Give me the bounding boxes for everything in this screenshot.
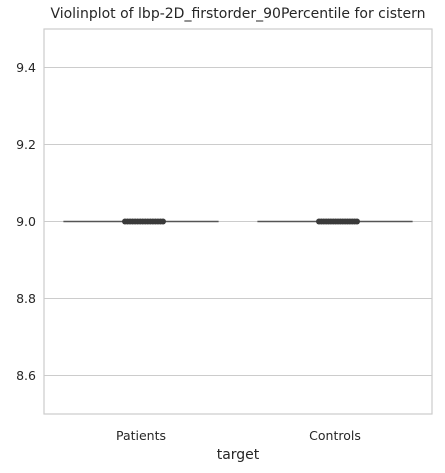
chart-title: Violinplot of lbp-2D_firstorder_90Percen…	[50, 6, 425, 22]
y-tick-label: 9.2	[16, 137, 36, 152]
violins	[63, 218, 413, 225]
x-tick-labels: Patients Controls	[116, 428, 361, 443]
y-tick-label: 8.6	[16, 368, 36, 383]
data-point	[354, 218, 360, 225]
y-tick-label: 9.4	[16, 60, 36, 75]
x-tick-label: Controls	[309, 428, 361, 443]
data-point	[160, 218, 166, 225]
x-axis-label: target	[217, 447, 260, 463]
y-tick-label: 9.0	[16, 214, 36, 229]
plot-frame	[43, 28, 433, 415]
y-tick-labels: 8.6 8.8 9.0 9.2 9.4	[16, 60, 36, 383]
y-tick-label: 8.8	[16, 291, 36, 306]
x-tick-label: Patients	[116, 428, 166, 443]
